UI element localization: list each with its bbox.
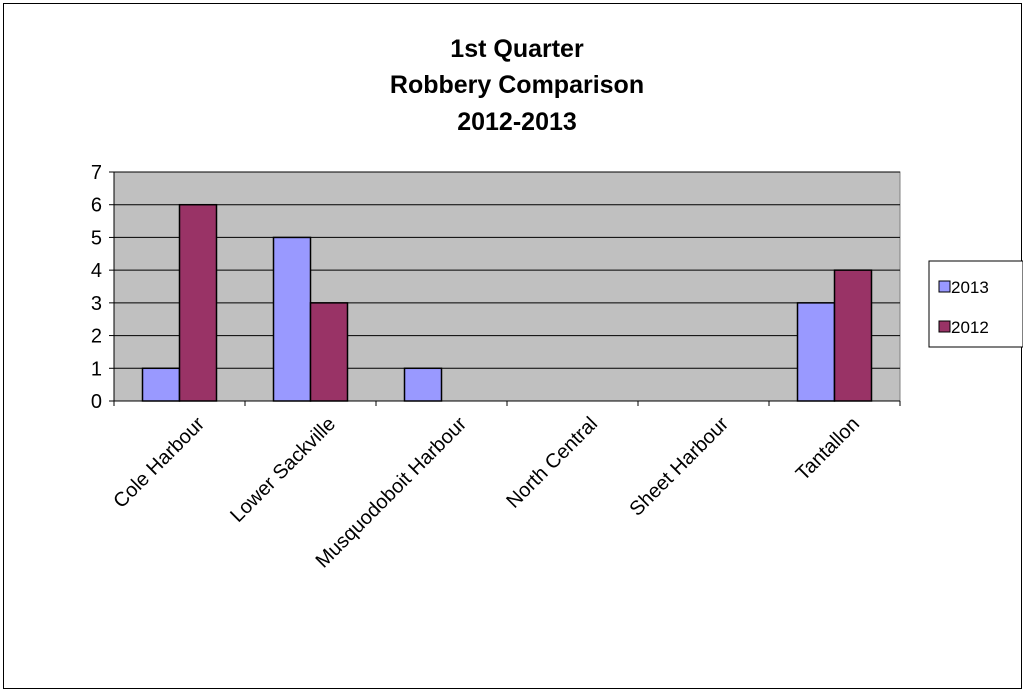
chart-title-line-3: 2012-2013 [457,108,577,136]
legend-box [928,260,1023,348]
chart-title-line-2: Robbery Comparison [390,71,644,99]
y-tick-label: 6 [91,195,102,217]
bar-chart: 1st Quarter Robbery Comparison 2012-2013… [91,35,1023,573]
y-tick-label: 1 [91,358,102,380]
bar-2013-tantallon [796,302,836,402]
y-axis-ticks: 0 1 2 3 4 5 6 7 [91,162,114,413]
bar-2013-lower-sackville [272,236,312,402]
y-tick-label: 0 [91,391,102,413]
legend-label-2012: 2012 [951,318,989,337]
y-tick-label: 5 [91,227,102,249]
legend-label-2013: 2013 [951,278,989,297]
x-tick-label-cole-harbour: Cole Harbour [109,413,209,513]
x-tick-label-sheet-harbour: Sheet Harbour [626,413,734,521]
bar-2013-musquodoboit-harbour [403,367,443,402]
x-tick-label-lower-sackville: Lower Sackville [226,413,340,527]
y-tick-label: 7 [91,162,102,184]
x-tick-label-tantallon: Tantallon [792,413,864,485]
legend-swatch-2012 [938,320,951,333]
bar-2013-cole-harbour [141,367,181,402]
x-tick-label-north-central: North Central [502,413,602,513]
chart-frame: 1st Quarter Robbery Comparison 2012-2013… [3,3,1023,689]
bars [141,203,873,402]
x-tick-label-musquodoboit-harbour: Musquodoboit Harbour [312,413,472,573]
chart-title: 1st Quarter Robbery Comparison 2012-2013 [390,35,644,136]
plot-area [113,171,901,402]
chart-title-line-1: 1st Quarter [450,35,584,63]
bar-2012-lower-sackville [309,302,349,402]
bar-2012-cole-harbour [178,203,218,402]
x-axis-ticks: Cole Harbour Lower SackvilleMusquodoboit … [109,401,901,573]
y-tick-label: 4 [91,260,102,282]
y-tick-label: 3 [91,293,102,315]
legend: 2013 2012 [928,260,1023,348]
y-tick-label: 2 [91,326,102,348]
legend-swatch-2013 [938,280,951,293]
bar-2012-tantallon [833,269,873,402]
gridlines [114,171,900,369]
